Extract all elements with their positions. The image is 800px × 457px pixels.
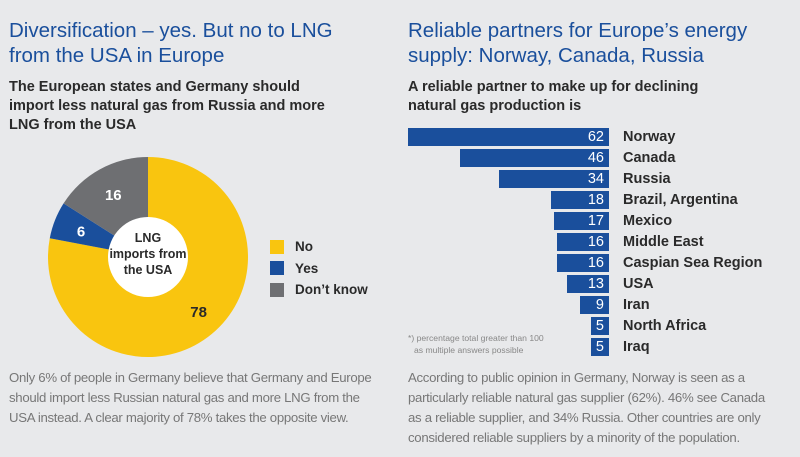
legend-swatch-yes xyxy=(270,261,284,275)
bar-row: 16 Middle East xyxy=(400,233,800,251)
bar-value-label: 34 xyxy=(587,171,604,187)
bar-category-label: Russia xyxy=(623,171,671,187)
bar-value-label: 16 xyxy=(587,234,604,250)
right-body-line-2: particularly reliable natural gas suppli… xyxy=(408,390,765,405)
bar-row: 5 North Africa xyxy=(400,317,800,335)
donut-center-label-1: LNG xyxy=(135,231,161,245)
bar: 16 xyxy=(557,254,609,272)
right-title-line-1: Reliable partners for Europe’s energy xyxy=(408,19,748,42)
bar: 18 xyxy=(550,191,609,209)
donut-legend: No Yes Don’t know xyxy=(270,236,368,301)
bar-category-label: Canada xyxy=(623,150,676,166)
donut-value-yes: 6 xyxy=(77,223,85,240)
right-body-text: According to public opinion in Germany, … xyxy=(408,368,765,448)
right-subtitle-line-1: A reliable partner to make up for declin… xyxy=(408,79,699,95)
bar-value-label: 16 xyxy=(587,255,604,271)
bar-row: 34 Russia xyxy=(400,170,800,188)
bar-value-label: 62 xyxy=(587,129,604,145)
bar-category-label: Mexico xyxy=(623,213,673,229)
donut-value-dont-know: 16 xyxy=(105,187,122,204)
bar-value-label: 5 xyxy=(595,318,604,334)
bar-value-label: 5 xyxy=(595,339,604,355)
right-subtitle-line-2: natural gas production is xyxy=(408,98,582,114)
bar: 46 xyxy=(459,149,609,167)
donut-chart: LNG imports from the USA 78 6 16 xyxy=(47,157,248,357)
bar-category-label: Iraq xyxy=(623,339,650,355)
bar-row: 9 Iran xyxy=(400,296,800,314)
bar-value-label: 13 xyxy=(587,276,604,292)
left-title: Diversification – yes. But no to LNG fro… xyxy=(9,18,333,68)
donut-hole xyxy=(108,217,188,297)
bar: 5 xyxy=(591,317,609,335)
left-subtitle-line-2: import less natural gas from Russia and … xyxy=(9,98,325,114)
left-title-line-2: from the USA in Europe xyxy=(9,44,225,67)
donut-value-no: 78 xyxy=(190,304,207,321)
legend-label-no: No xyxy=(295,239,313,254)
bar-category-label: Middle East xyxy=(623,234,704,250)
footnote-line-1: *) percentage total greater than 100 xyxy=(408,333,544,343)
left-subtitle: The European states and Germany should i… xyxy=(9,78,325,135)
bar-category-label: Brazil, Argentina xyxy=(623,192,738,208)
bar-row: 62 Norway xyxy=(400,128,800,146)
legend-item-yes: Yes xyxy=(270,258,368,279)
bar-category-label: Iran xyxy=(623,297,650,313)
bar-value-label: 46 xyxy=(587,150,604,166)
left-body-line-1: Only 6% of people in Germany believe tha… xyxy=(9,370,372,385)
bar-row: 13 USA xyxy=(400,275,800,293)
bar-value-label: 17 xyxy=(587,213,604,229)
right-body-line-4: considered reliable suppliers by a minor… xyxy=(408,430,740,445)
legend-label-yes: Yes xyxy=(295,260,319,276)
bar-row: 18 Brazil, Argentina xyxy=(400,191,800,209)
right-title-line-2: supply: Norway, Canada, Russia xyxy=(408,44,704,67)
right-body-line-1: According to public opinion in Germany, … xyxy=(408,370,745,385)
left-body-text: Only 6% of people in Germany believe tha… xyxy=(9,368,372,428)
bar-value-label: 9 xyxy=(595,297,604,313)
bar: 5 xyxy=(591,338,609,356)
legend-swatch-no xyxy=(270,239,284,254)
bar: 17 xyxy=(553,212,609,230)
left-subtitle-line-1: The European states and Germany should xyxy=(9,79,300,95)
bar: 13 xyxy=(566,275,609,293)
bar: 16 xyxy=(557,233,609,251)
bar-category-label: North Africa xyxy=(623,318,707,334)
bar-row: 16 Caspian Sea Region xyxy=(400,254,800,272)
bar-value-label: 18 xyxy=(587,192,604,208)
left-title-line-1: Diversification – yes. But no to LNG xyxy=(9,19,333,42)
donut-center-label-2: imports from xyxy=(109,247,186,261)
footnote-line-2: as multiple answers possible xyxy=(414,345,524,355)
legend-swatch-dont-know xyxy=(270,282,284,297)
right-subtitle: A reliable partner to make up for declin… xyxy=(408,78,698,116)
legend-item-no: No xyxy=(270,236,368,257)
footnote: *) percentage total greater than 100 as … xyxy=(408,332,544,356)
donut-center-label-3: the USA xyxy=(124,263,173,277)
bar-row: 46 Canada xyxy=(400,149,800,167)
left-body-line-2: should import less Russian natural gas a… xyxy=(9,390,360,405)
bar-row: 5 Iraq xyxy=(400,338,800,356)
right-body-line-3: as a reliable supplier, and 34% Russia. … xyxy=(408,410,761,425)
bar: 34 xyxy=(498,170,609,188)
bar: 62 xyxy=(408,128,609,146)
bar-category-label: Norway xyxy=(623,129,676,145)
legend-item-dont-know: Don’t know xyxy=(270,279,368,300)
bar: 9 xyxy=(579,296,609,314)
left-body-line-3: USA instead. A clear majority of 78% tak… xyxy=(9,410,349,425)
bar-category-label: Caspian Sea Region xyxy=(623,255,763,271)
right-title: Reliable partners for Europe’s energy su… xyxy=(408,18,747,68)
legend-label-dont-know: Don’t know xyxy=(295,282,368,297)
bar-category-label: USA xyxy=(623,276,654,292)
bar-row: 17 Mexico xyxy=(400,212,800,230)
left-subtitle-line-3: LNG from the USA xyxy=(9,117,137,133)
